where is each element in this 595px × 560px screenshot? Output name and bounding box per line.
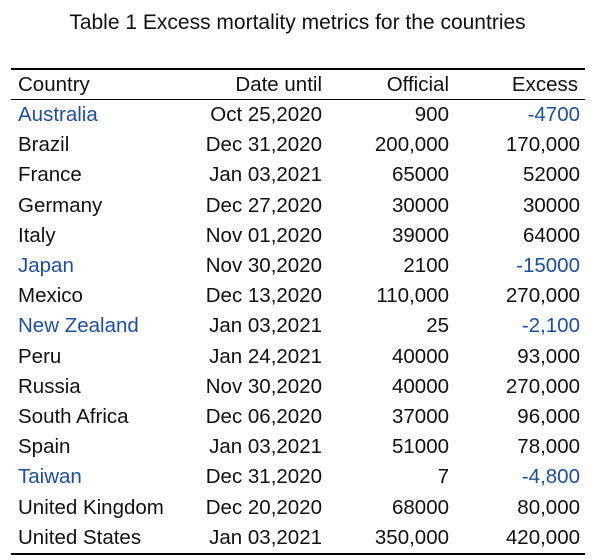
table-row: South Africa Dec 06,2020 37000 96,000 bbox=[11, 402, 585, 432]
cell-country: New Zealand bbox=[18, 314, 139, 338]
cell-date-until: Jan 03,2021 bbox=[209, 435, 322, 459]
cell-excess: 170,000 bbox=[505, 133, 580, 157]
cell-official: 2100 bbox=[403, 254, 449, 278]
cell-country: United States bbox=[11, 522, 183, 555]
cell-official: 40000 bbox=[391, 344, 449, 368]
table-row: United Kingdom Dec 20,2020 68000 80,000 bbox=[11, 492, 585, 522]
cell-official: 68000 bbox=[391, 495, 449, 519]
cell-excess: -15000 bbox=[516, 254, 580, 278]
cell-excess: -4,800 bbox=[521, 465, 580, 489]
table-row: New Zealand Jan 03,2021 25 -2,100 bbox=[11, 311, 585, 341]
table-row: Peru Jan 24,2021 40000 93,000 bbox=[11, 342, 585, 372]
cell-excess: 96,000 bbox=[517, 404, 580, 428]
table-row: Australia Oct 25,2020 900 -4700 bbox=[11, 100, 585, 131]
cell-country: Germany bbox=[18, 193, 103, 217]
cell-date-until: Oct 25,2020 bbox=[210, 103, 322, 127]
cell-date-until: Nov 30,2020 bbox=[205, 254, 322, 278]
header-official: Official bbox=[329, 68, 456, 100]
cell-date-until: Nov 30,2020 bbox=[205, 374, 322, 398]
cell-excess: 80,000 bbox=[517, 495, 580, 519]
cell-official: 7 bbox=[437, 465, 449, 489]
cell-official: 30000 bbox=[391, 193, 449, 217]
cell-excess: -2,100 bbox=[521, 314, 580, 338]
table-row: Spain Jan 03,2021 51000 78,000 bbox=[11, 432, 585, 462]
cell-country: France bbox=[18, 163, 82, 187]
table-row: Russia Nov 30,2020 40000 270,000 bbox=[11, 372, 585, 402]
header-country: Country bbox=[11, 68, 183, 100]
cell-official: 65000 bbox=[391, 163, 449, 187]
table-header: Country Date until Official Excess bbox=[11, 68, 585, 100]
cell-date-until: Jan 03,2021 bbox=[209, 163, 322, 187]
table-row: Germany Dec 27,2020 30000 30000 bbox=[11, 191, 585, 221]
cell-official: 900 bbox=[414, 103, 449, 127]
cell-country: Australia bbox=[18, 103, 98, 127]
cell-official: 40000 bbox=[391, 374, 449, 398]
cell-official: 110,000 bbox=[376, 284, 449, 308]
mortality-table-container: Country Date until Official Excess Austr… bbox=[11, 68, 585, 555]
header-excess: Excess bbox=[456, 68, 585, 100]
cell-country: United Kingdom bbox=[18, 495, 164, 519]
cell-excess: 78,000 bbox=[517, 435, 580, 459]
header-date-until: Date until bbox=[183, 68, 329, 100]
cell-date-until: Dec 20,2020 bbox=[205, 495, 322, 519]
table-caption: Table 1 Excess mortality metrics for the… bbox=[69, 11, 526, 34]
cell-excess: 270,000 bbox=[505, 374, 580, 398]
table-row: Italy Nov 01,2020 39000 64000 bbox=[11, 221, 585, 251]
table-row: Taiwan Dec 31,2020 7 -4,800 bbox=[11, 462, 585, 492]
cell-excess: 52000 bbox=[522, 163, 580, 187]
cell-country: Brazil bbox=[18, 133, 70, 157]
cell-official: 25 bbox=[426, 314, 449, 338]
table-row: Brazil Dec 31,2020 200,000 170,000 bbox=[11, 130, 585, 160]
cell-official: 350,000 bbox=[329, 522, 456, 555]
cell-official: 39000 bbox=[391, 223, 449, 247]
cell-country: Peru bbox=[18, 344, 62, 368]
cell-country: South Africa bbox=[18, 404, 129, 428]
cell-official: 51000 bbox=[391, 435, 449, 459]
cell-date-until: Dec 31,2020 bbox=[205, 133, 322, 157]
table-row: France Jan 03,2021 65000 52000 bbox=[11, 160, 585, 190]
cell-excess: 270,000 bbox=[505, 284, 580, 308]
table-body: Australia Oct 25,2020 900 -4700 Brazil Dec 3… bbox=[11, 100, 585, 555]
cell-date-until: Jan 24,2021 bbox=[209, 344, 322, 368]
table-row: Japan Nov 30,2020 2100 -15000 bbox=[11, 251, 585, 281]
cell-excess: 64000 bbox=[522, 223, 580, 247]
cell-country: Taiwan bbox=[18, 465, 82, 489]
cell-date-until: Dec 31,2020 bbox=[205, 465, 322, 489]
cell-date-until: Jan 03,2021 bbox=[209, 314, 322, 338]
table-row: United States Jan 03,2021 350,000 420,000 bbox=[11, 522, 585, 555]
cell-date-until: Jan 03,2021 bbox=[183, 522, 329, 555]
cell-excess: 420,000 bbox=[456, 522, 585, 555]
table-row: Mexico Dec 13,2020 110,000 270,000 bbox=[11, 281, 585, 311]
cell-date-until: Dec 27,2020 bbox=[205, 193, 322, 217]
cell-country: Russia bbox=[18, 374, 81, 398]
cell-excess: -4700 bbox=[527, 103, 580, 127]
cell-date-until: Nov 01,2020 bbox=[205, 223, 322, 247]
cell-country: Japan bbox=[18, 254, 74, 278]
cell-official: 37000 bbox=[391, 404, 449, 428]
cell-country: Mexico bbox=[18, 284, 83, 308]
cell-date-until: Dec 13,2020 bbox=[205, 284, 322, 308]
cell-excess: 30000 bbox=[522, 193, 580, 217]
cell-official: 200,000 bbox=[374, 133, 449, 157]
cell-excess: 93,000 bbox=[517, 344, 580, 368]
excess-mortality-table: Country Date until Official Excess Austr… bbox=[11, 68, 585, 555]
cell-country: Spain bbox=[18, 435, 71, 459]
cell-country: Italy bbox=[18, 223, 56, 247]
header-row: Country Date until Official Excess bbox=[11, 68, 585, 100]
cell-date-until: Dec 06,2020 bbox=[205, 404, 322, 428]
